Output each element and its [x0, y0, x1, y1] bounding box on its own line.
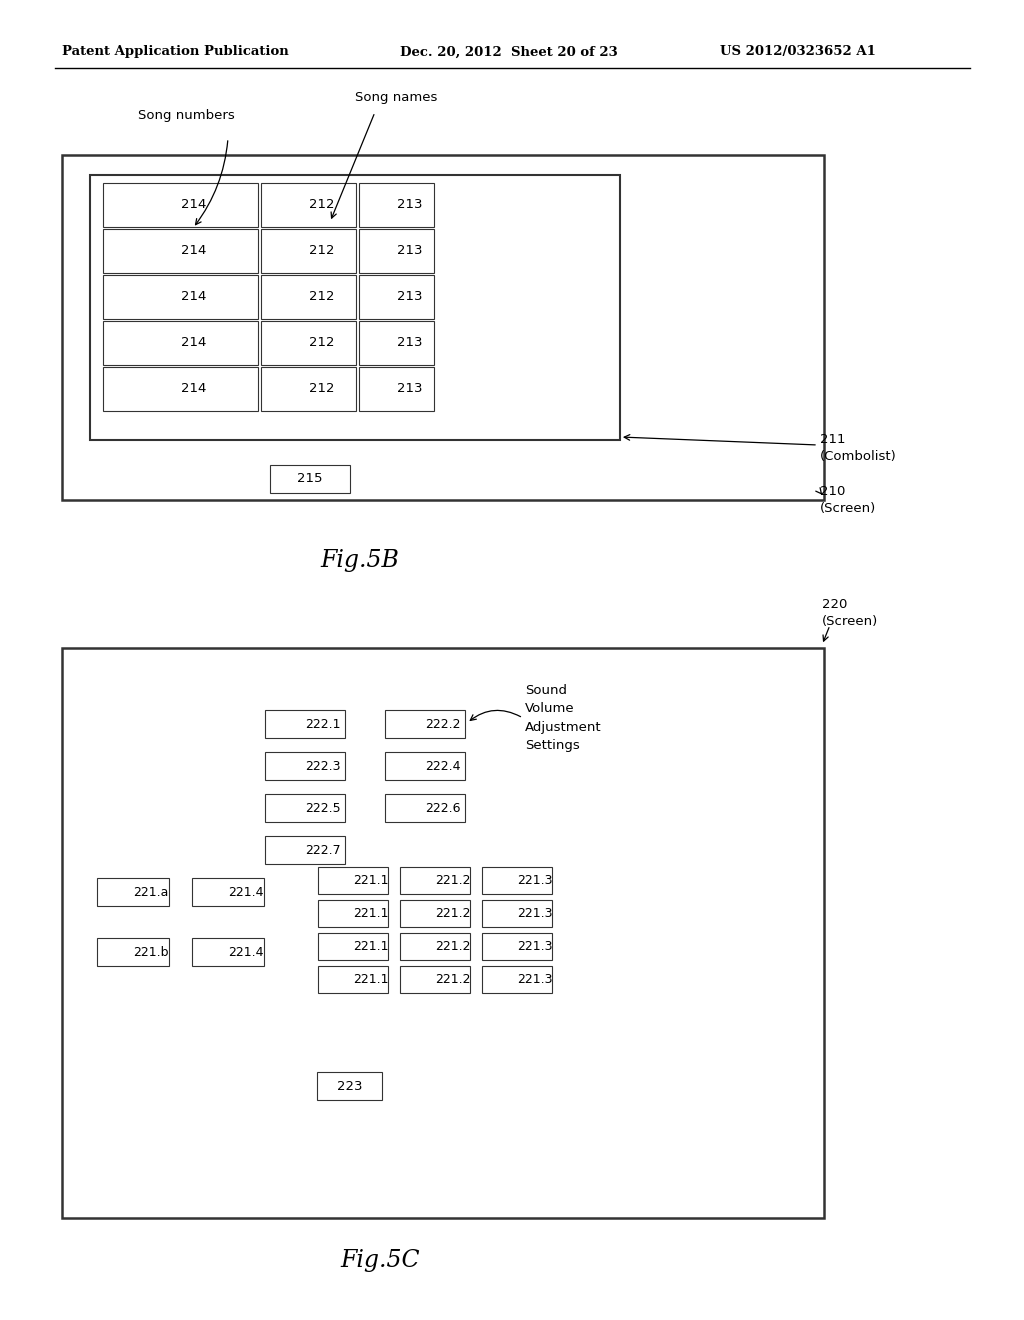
Bar: [359, 367, 434, 411]
Text: 221.b: 221.b: [133, 945, 169, 958]
Text: US 2012/0323652 A1: US 2012/0323652 A1: [720, 45, 876, 58]
Text: 213: 213: [396, 290, 422, 304]
Bar: [62, 648, 824, 1218]
Text: 222.4: 222.4: [425, 759, 461, 772]
Text: 221.4: 221.4: [228, 886, 263, 899]
Bar: [482, 900, 552, 927]
Text: 221.3: 221.3: [517, 907, 553, 920]
Bar: [318, 900, 388, 927]
Text: 213: 213: [396, 244, 422, 257]
Text: 221.3: 221.3: [517, 973, 553, 986]
Bar: [193, 939, 264, 966]
Bar: [317, 1072, 382, 1100]
Text: 221.2: 221.2: [435, 973, 470, 986]
Text: 221.1: 221.1: [353, 874, 388, 887]
Text: Fig.5C: Fig.5C: [340, 1249, 420, 1271]
Text: Song names: Song names: [355, 91, 437, 103]
Bar: [193, 878, 264, 906]
Bar: [97, 878, 169, 906]
Bar: [318, 966, 388, 993]
Text: 221.a: 221.a: [133, 886, 168, 899]
Text: 222.5: 222.5: [305, 801, 341, 814]
Text: 212: 212: [308, 198, 334, 211]
Text: 221.3: 221.3: [517, 874, 553, 887]
Text: Patent Application Publication: Patent Application Publication: [62, 45, 289, 58]
Text: 221.4: 221.4: [228, 945, 263, 958]
Bar: [265, 752, 345, 780]
Bar: [318, 867, 388, 894]
Bar: [265, 710, 345, 738]
Text: 221.3: 221.3: [517, 940, 553, 953]
Bar: [261, 321, 356, 366]
Bar: [103, 228, 258, 273]
Bar: [385, 795, 465, 822]
Bar: [400, 900, 470, 927]
Text: 212: 212: [308, 337, 334, 350]
Bar: [482, 933, 552, 960]
Text: 222.6: 222.6: [425, 801, 461, 814]
Bar: [261, 183, 356, 227]
Bar: [265, 795, 345, 822]
Text: 221.1: 221.1: [353, 907, 388, 920]
Bar: [385, 710, 465, 738]
Bar: [318, 933, 388, 960]
Text: 214: 214: [180, 198, 206, 211]
Text: 213: 213: [396, 383, 422, 396]
Text: 221.2: 221.2: [435, 907, 470, 920]
Text: 212: 212: [308, 383, 334, 396]
Bar: [359, 275, 434, 319]
Text: 222.7: 222.7: [305, 843, 341, 857]
Bar: [103, 321, 258, 366]
Text: 215: 215: [297, 473, 323, 486]
Bar: [359, 321, 434, 366]
Text: 214: 214: [180, 383, 206, 396]
Text: 222.1: 222.1: [305, 718, 341, 730]
Bar: [103, 183, 258, 227]
Bar: [482, 966, 552, 993]
Bar: [359, 183, 434, 227]
Bar: [103, 367, 258, 411]
Bar: [482, 867, 552, 894]
Text: 220
(Screen): 220 (Screen): [822, 598, 879, 628]
Text: 214: 214: [180, 337, 206, 350]
Bar: [270, 465, 350, 492]
Text: Sound
Volume
Adjustment
Settings: Sound Volume Adjustment Settings: [525, 685, 602, 751]
Bar: [103, 275, 258, 319]
Text: Dec. 20, 2012  Sheet 20 of 23: Dec. 20, 2012 Sheet 20 of 23: [400, 45, 617, 58]
Bar: [265, 836, 345, 865]
Text: 214: 214: [180, 244, 206, 257]
Bar: [261, 228, 356, 273]
Text: 222.3: 222.3: [305, 759, 341, 772]
Bar: [400, 966, 470, 993]
Bar: [90, 176, 620, 440]
Bar: [261, 275, 356, 319]
Text: 221.2: 221.2: [435, 940, 470, 953]
Bar: [400, 867, 470, 894]
Text: 212: 212: [308, 244, 334, 257]
Text: 212: 212: [308, 290, 334, 304]
Text: Song numbers: Song numbers: [138, 108, 234, 121]
Text: 213: 213: [396, 198, 422, 211]
Text: Fig.5B: Fig.5B: [321, 549, 399, 572]
Text: 211
(Combolist): 211 (Combolist): [820, 433, 897, 463]
Bar: [400, 933, 470, 960]
Text: 223: 223: [337, 1080, 362, 1093]
Text: 221.2: 221.2: [435, 874, 470, 887]
Text: 221.1: 221.1: [353, 940, 388, 953]
Text: 214: 214: [180, 290, 206, 304]
Text: 222.2: 222.2: [425, 718, 461, 730]
Bar: [261, 367, 356, 411]
Bar: [359, 228, 434, 273]
Bar: [97, 939, 169, 966]
Text: 213: 213: [396, 337, 422, 350]
Bar: [385, 752, 465, 780]
Bar: [62, 154, 824, 500]
Text: 221.1: 221.1: [353, 973, 388, 986]
Text: 210
(Screen): 210 (Screen): [820, 484, 877, 515]
